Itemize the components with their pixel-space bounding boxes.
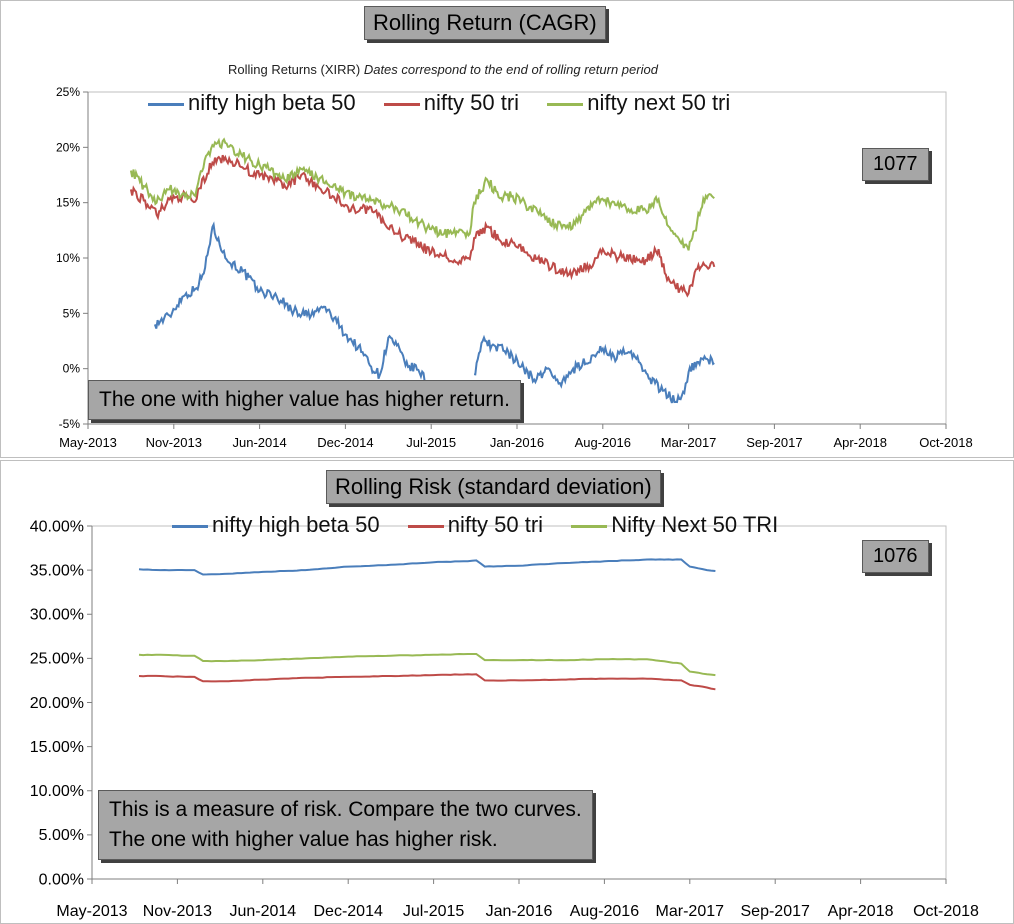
chart-annotation: The one with higher value has higher ret…	[88, 380, 521, 420]
rolling-risk-panel: 0.00% 5.00% 10.00% 15.00% 20.00% 25.00% 30.00%…	[0, 460, 1014, 924]
x-tick-label: Jan-2016	[486, 903, 553, 920]
y-tick-label: 35.00%	[30, 562, 84, 579]
x-tick-label: Sep-2017	[741, 903, 810, 920]
plot-area	[87, 91, 947, 425]
y-tick-label: 0.00%	[39, 871, 84, 888]
chart-title: Rolling Return (CAGR)	[364, 6, 606, 40]
x-tick-label: Nov-2013	[143, 903, 212, 920]
y-tick-label: 0%	[63, 362, 81, 376]
x-tick-label: Jan-2016	[490, 435, 544, 450]
legend-item-next50: Nifty Next 50 TRI	[571, 512, 778, 538]
annotation-line-2: The one with higher value has higher ris…	[109, 828, 498, 851]
chart-annotation: This is a measure of risk. Compare the t…	[98, 790, 593, 860]
series-line-0	[473, 334, 715, 404]
y-tick-label: 10%	[56, 251, 80, 265]
x-tick-label: Sep-2017	[746, 435, 802, 450]
series-line-0	[138, 558, 716, 576]
y-tick-label: 30.00%	[30, 607, 84, 624]
x-tick-label: Mar-2017	[661, 435, 717, 450]
x-tick-label: Mar-2017	[656, 903, 725, 920]
legend-item-nifty50: nifty 50 tri	[383, 90, 519, 116]
y-tick-label: 25%	[56, 85, 80, 99]
legend-item-high-beta: nifty high beta 50	[172, 512, 380, 538]
x-tick-label: May-2013	[59, 435, 117, 450]
chart-title: Rolling Risk (standard deviation)	[326, 470, 661, 504]
series-line-0	[153, 221, 441, 401]
y-tick-label: 15.00%	[30, 739, 84, 756]
y-tick-label: 25.00%	[30, 651, 84, 668]
subtitle-note: Dates correspond to the end of rolling r…	[363, 62, 658, 77]
x-tick-label: Aug-2016	[570, 903, 639, 920]
x-tick-label: Nov-2013	[146, 435, 202, 450]
chart-tag: 1076	[862, 540, 929, 573]
chart-tag: 1077	[862, 148, 929, 181]
chart-legend: nifty high beta 50 nifty 50 tri Nifty Ne…	[172, 512, 800, 538]
x-tick-label: Oct-2018	[919, 435, 972, 450]
y-tick-label: 10.00%	[30, 783, 84, 800]
x-tick-label: Jul-2015	[403, 903, 464, 920]
y-tick-label: 5.00%	[39, 827, 84, 844]
annotation-line-1: This is a measure of risk. Compare the t…	[109, 798, 582, 821]
x-tick-label: Jul-2015	[406, 435, 456, 450]
x-tick-label: Apr-2018	[833, 435, 886, 450]
legend-item-nifty50: nifty 50 tri	[407, 512, 543, 538]
chart-legend: nifty high beta 50 nifty 50 tri nifty ne…	[148, 90, 752, 116]
legend-item-high-beta: nifty high beta 50	[148, 90, 356, 116]
x-tick-label: Dec-2014	[314, 903, 383, 920]
x-tick-label: Jun-2014	[229, 903, 296, 920]
y-tick-label: -5%	[59, 417, 81, 431]
series-line-2	[138, 652, 716, 677]
x-tick-label: Dec-2014	[317, 435, 373, 450]
y-tick-label: 5%	[63, 306, 81, 320]
y-tick-label: 20%	[56, 140, 80, 154]
chart-subtitle: Rolling Returns (XIRR) Dates correspond …	[228, 62, 658, 77]
x-tick-label: Apr-2018	[828, 903, 894, 920]
x-tick-label: Aug-2016	[575, 435, 631, 450]
series-line-2	[129, 137, 715, 251]
x-tick-label: May-2013	[56, 903, 127, 920]
y-tick-label: 15%	[56, 196, 80, 210]
series-line-1	[138, 673, 716, 691]
rolling-return-panel: -5% 0% 5% 10% 15% 20% 25% May-2013 Nov-2013 Jun-2…	[0, 0, 1014, 458]
series-line-1	[129, 154, 716, 298]
y-tick-label: 40.00%	[30, 518, 84, 535]
y-tick-label: 20.00%	[30, 695, 84, 712]
x-tick-label: Oct-2018	[913, 903, 979, 920]
legend-item-next50: nifty next 50 tri	[547, 90, 730, 116]
x-tick-label: Jun-2014	[232, 435, 286, 450]
subtitle-text: Rolling Returns (XIRR)	[228, 62, 361, 77]
